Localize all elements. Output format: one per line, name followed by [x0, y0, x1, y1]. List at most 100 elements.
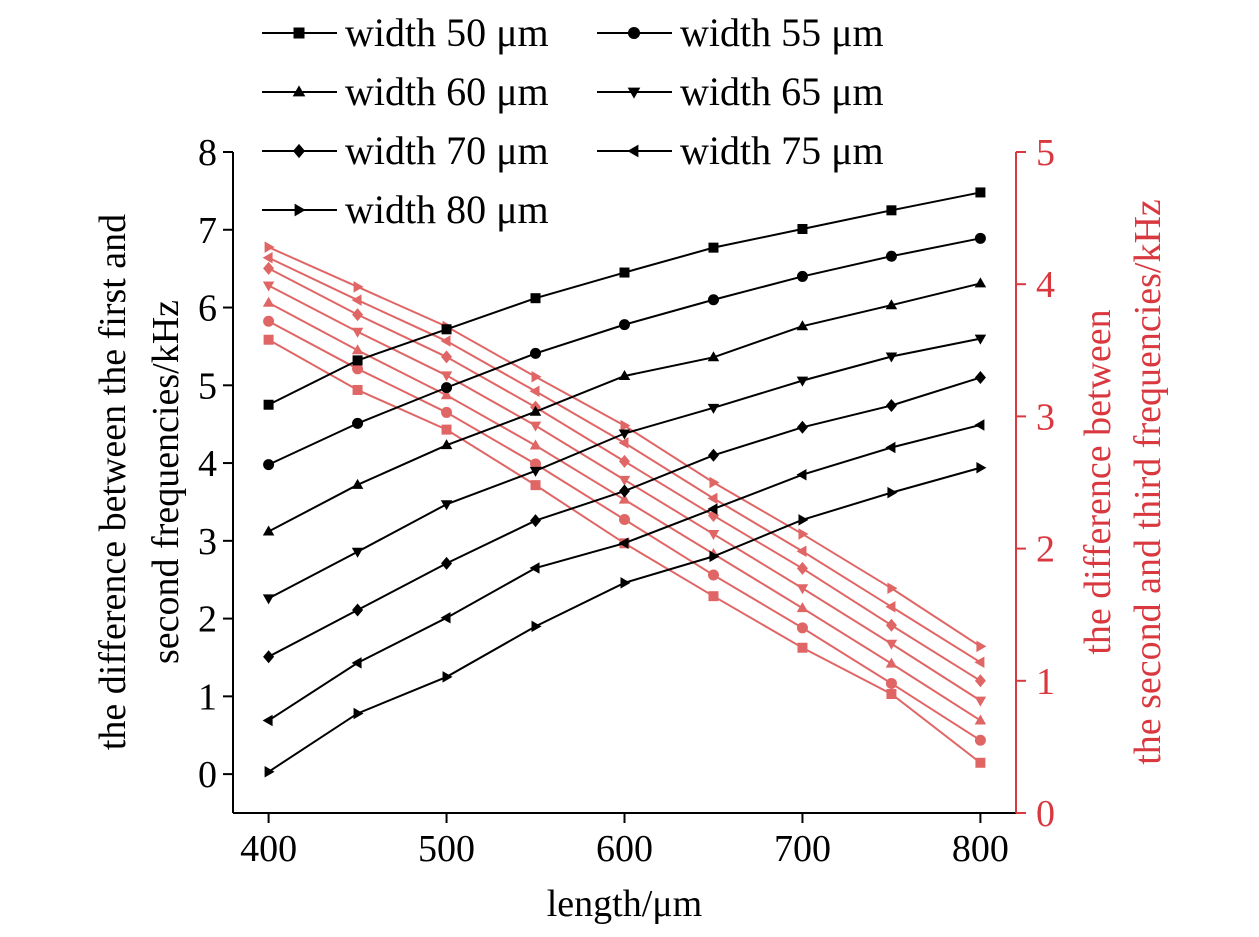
right-data-point: [707, 530, 720, 541]
right-data-point: [976, 640, 987, 653]
legend-marker: [627, 26, 641, 40]
left-y-axis-title-line1: the difference between the first and: [92, 214, 134, 750]
right-data-point: [262, 252, 273, 264]
left-data-point: [353, 707, 364, 720]
left-series-4: [262, 334, 987, 605]
x-tick-label: 400: [240, 828, 297, 870]
right-data-point: [619, 454, 630, 468]
right-data-point: [440, 371, 453, 382]
left-data-point: [796, 376, 809, 387]
right-data-point: [352, 384, 363, 395]
legend-label: width 75 μm: [680, 128, 884, 173]
left-data-point: [263, 650, 275, 664]
left-data-point: [707, 503, 718, 515]
right-series-7: [264, 241, 987, 653]
right-data-point: [709, 476, 720, 489]
left-data-point: [887, 486, 898, 499]
left-data-point: [707, 448, 719, 462]
right-data-point: [263, 334, 274, 345]
right-data-point: [797, 642, 808, 653]
right-data-point: [885, 657, 898, 668]
legend-label: width 50 μm: [345, 10, 549, 55]
left-data-point: [619, 267, 630, 278]
right-data-point: [531, 370, 542, 383]
left-series-5: [263, 371, 986, 664]
left-y-tick-label: 2: [198, 599, 217, 641]
left-series-7: [264, 461, 987, 778]
right-data-point: [796, 584, 809, 595]
right-data-point: [441, 350, 453, 364]
left-data-point: [885, 399, 897, 413]
left-data-point: [440, 439, 453, 450]
right-data-point: [618, 493, 631, 504]
right-data-point: [707, 492, 718, 505]
left-data-point: [708, 242, 719, 253]
right-y-axis-title-line1: the difference between: [1077, 309, 1119, 654]
left-data-point: [975, 187, 986, 198]
left-data-point: [351, 657, 362, 669]
legend-label: width 65 μm: [680, 69, 884, 114]
left-y-tick-label: 4: [198, 443, 217, 485]
right-data-point: [351, 344, 364, 355]
left-data-point: [441, 324, 452, 335]
legend: width 50 μm width 55 μm width 60 μm width 6…: [262, 10, 884, 232]
legend-marker: [294, 203, 306, 217]
left-data-point: [618, 369, 631, 380]
left-data-point: [530, 514, 542, 528]
left-data-point: [263, 399, 274, 410]
right-series-6: [262, 252, 985, 669]
right-data-point: [352, 363, 364, 375]
left-y-tick-label: 1: [198, 676, 217, 718]
x-tick-label: 800: [952, 828, 1009, 870]
right-series-line: [268, 246, 981, 648]
left-data-point: [974, 419, 985, 431]
right-data-point: [620, 419, 631, 432]
right-data-point: [707, 569, 719, 581]
right-data-point: [975, 757, 986, 768]
left-data-point: [798, 514, 809, 526]
left-data-point: [530, 347, 542, 359]
right-data-point: [264, 241, 275, 253]
legend-marker: [292, 143, 306, 159]
right-series-line: [268, 301, 981, 722]
left-data-point: [262, 525, 275, 536]
left-data-point: [885, 352, 898, 363]
left-data-point: [263, 459, 275, 471]
right-data-point: [974, 674, 986, 688]
right-series-5: [263, 261, 986, 688]
left-data-point: [974, 334, 987, 345]
right-data-point: [796, 622, 808, 634]
left-data-point: [709, 550, 720, 563]
x-axis-title: length/μm: [547, 883, 702, 925]
left-y-tick-label: 6: [198, 288, 217, 330]
left-series-2: [263, 232, 986, 471]
left-data-point: [619, 319, 630, 331]
right-data-point: [530, 480, 541, 491]
x-tick-label: 600: [596, 828, 653, 870]
right-y-tick-label: 3: [1036, 396, 1055, 438]
right-data-point: [885, 639, 898, 650]
right-data-point: [974, 734, 986, 746]
right-axis-series-layer: [262, 241, 987, 768]
legend-item: width 75 μm: [597, 128, 884, 173]
legend-item: width 80 μm: [262, 187, 549, 232]
left-y-tick-label: 5: [198, 365, 217, 407]
left-data-point: [530, 293, 541, 304]
left-series-3: [262, 277, 987, 536]
legend-item: width 50 μm: [262, 10, 549, 55]
legend-item: width 60 μm: [262, 69, 549, 114]
legend-item: width 65 μm: [597, 69, 884, 114]
legend-label: width 70 μm: [345, 128, 549, 173]
right-data-point: [887, 582, 898, 595]
left-data-point: [264, 766, 275, 778]
left-data-point: [707, 351, 720, 362]
right-data-point: [708, 591, 719, 602]
left-data-point: [886, 205, 897, 216]
legend-item: width 55 μm: [597, 10, 884, 55]
right-data-point: [796, 561, 808, 575]
left-data-point: [797, 223, 808, 234]
legend-item: width 70 μm: [262, 128, 549, 173]
left-data-point: [885, 250, 897, 262]
legend-marker: [627, 144, 639, 158]
right-data-point: [529, 439, 542, 450]
